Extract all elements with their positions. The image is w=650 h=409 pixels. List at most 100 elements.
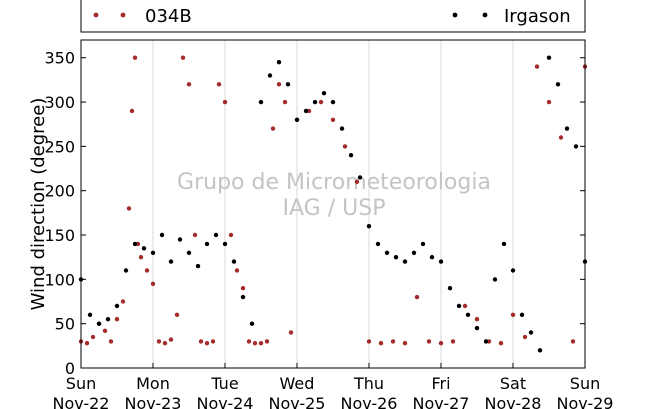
y-axis: 0 50 100 150 200 250 300 350 (44, 49, 585, 378)
point-034b (192, 232, 198, 238)
point-irgason (267, 73, 273, 78)
point-irgason (483, 339, 489, 344)
point-034b (180, 55, 186, 60)
point-034b (570, 339, 576, 344)
point-irgason (474, 325, 480, 331)
y-tick-label: 50 (55, 315, 75, 334)
point-irgason (195, 263, 201, 269)
point-irgason (438, 259, 444, 264)
point-irgason (240, 294, 246, 300)
y-tick-label: 100 (44, 270, 75, 289)
point-irgason (537, 348, 543, 353)
x-tick-day: Sun (570, 374, 600, 393)
point-irgason (141, 246, 147, 251)
legend-marker-034b-2 (120, 12, 126, 18)
x-tick-day: Sat (500, 374, 526, 393)
point-irgason (366, 224, 372, 229)
x-tick-date: Nov-23 (125, 394, 182, 409)
point-irgason (87, 312, 93, 317)
point-034b (426, 339, 432, 344)
point-034b (246, 339, 252, 344)
x-tick-date: Nov-27 (413, 394, 470, 409)
point-irgason (96, 321, 102, 326)
x-tick-date: Nov-28 (485, 394, 542, 409)
y-tick-label: 300 (44, 93, 75, 112)
point-irgason (357, 175, 363, 180)
y-axis-label: Wind direction (degree) (28, 98, 49, 311)
point-034b (276, 82, 282, 87)
point-034b (330, 117, 336, 123)
point-034b (129, 108, 135, 114)
point-irgason (564, 126, 570, 131)
plot-frame (80, 39, 586, 369)
point-irgason (528, 330, 534, 335)
point-irgason (258, 99, 264, 105)
point-034b (534, 64, 540, 69)
point-irgason (321, 91, 327, 96)
point-034b (114, 317, 120, 322)
legend-marker-irgason-1 (452, 12, 458, 18)
x-axis: SunNov-22MonNov-23TueNov-24WedNov-25ThuN… (53, 363, 613, 409)
legend-marker-irgason-2 (482, 12, 488, 18)
point-034b (150, 281, 156, 286)
point-034b (210, 339, 216, 344)
point-034b (498, 341, 504, 346)
point-irgason (348, 153, 354, 158)
point-034b (144, 268, 150, 273)
x-tick-day: Thu (353, 374, 384, 393)
point-034b (138, 255, 144, 260)
point-irgason (285, 82, 291, 87)
point-034b (204, 341, 210, 346)
legend-label-irgason: Irgason (504, 6, 571, 27)
point-irgason (492, 277, 498, 282)
point-034b (162, 341, 168, 346)
point-irgason (465, 312, 471, 317)
point-irgason (339, 126, 345, 131)
point-034b (234, 268, 240, 273)
point-034b (258, 341, 264, 346)
y-tick-label: 350 (44, 49, 75, 68)
point-irgason (411, 250, 417, 255)
watermark-line-1: Grupo de Micrometeorologia (177, 170, 491, 195)
point-034b (462, 303, 468, 309)
legend-label-034b: 034B (145, 6, 192, 27)
point-034b (414, 294, 420, 300)
point-irgason (231, 259, 237, 264)
point-irgason (393, 255, 399, 260)
point-irgason (510, 268, 516, 273)
x-tick-day: Wed (280, 374, 315, 393)
point-irgason (159, 232, 165, 238)
x-tick-day: Sun (66, 374, 96, 393)
point-034b (252, 341, 258, 346)
x-tick-day: Fri (431, 374, 450, 393)
point-irgason (546, 55, 552, 60)
point-034b (474, 317, 480, 322)
point-irgason (456, 303, 462, 309)
point-034b (120, 299, 126, 304)
point-irgason (312, 99, 318, 105)
watermark-line-2: IAG / USP (283, 196, 386, 221)
legend-frame (80, 0, 586, 33)
point-irgason (150, 250, 156, 255)
point-034b (390, 339, 396, 344)
point-irgason (276, 60, 282, 65)
x-tick-day: Tue (210, 374, 238, 393)
point-irgason (105, 317, 111, 322)
point-irgason (114, 303, 120, 309)
point-034b (174, 312, 180, 317)
point-034b (438, 341, 444, 346)
point-irgason (330, 99, 336, 105)
point-034b (522, 334, 528, 340)
x-tick-day: Mon (136, 374, 170, 393)
point-034b (126, 206, 132, 211)
x-tick-date: Nov-26 (341, 394, 398, 409)
point-034b (90, 334, 96, 340)
point-034b (132, 55, 138, 60)
point-034b (270, 126, 276, 131)
point-irgason (132, 241, 138, 247)
x-tick-date: Nov-22 (53, 394, 110, 409)
point-irgason (501, 241, 507, 247)
point-irgason (249, 321, 255, 326)
point-irgason (186, 250, 192, 255)
